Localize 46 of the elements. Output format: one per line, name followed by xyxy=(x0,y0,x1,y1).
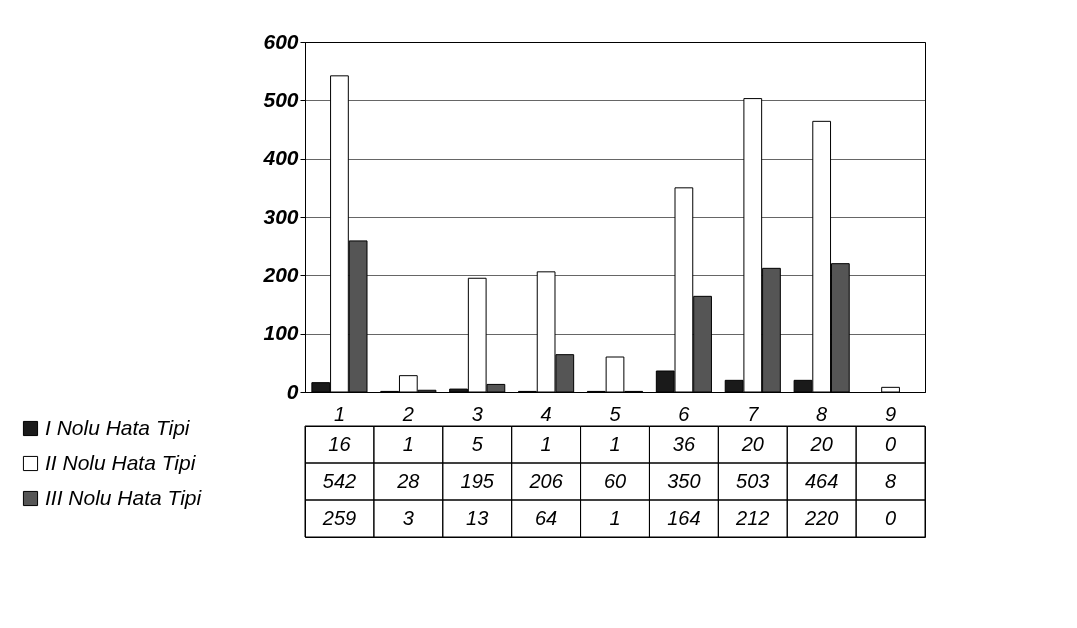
data-label: 259 xyxy=(321,506,357,529)
data-label: 36 xyxy=(672,432,696,455)
data-label: 28 xyxy=(396,469,420,492)
x-tick-label: 4 xyxy=(540,402,552,425)
data-label: 16 xyxy=(328,432,352,455)
y-tick-label: 100 xyxy=(263,321,299,345)
data-label: 60 xyxy=(603,469,627,492)
data-label: 0 xyxy=(884,506,897,529)
y-tick-label: 400 xyxy=(262,146,299,170)
legend-label: I Nolu Hata Tipi xyxy=(45,415,191,439)
data-label: 464 xyxy=(804,469,839,492)
data-label: 64 xyxy=(534,506,558,529)
x-tick-label: 7 xyxy=(747,402,760,425)
data-label: 1 xyxy=(540,432,552,455)
data-label: 1 xyxy=(402,432,414,455)
x-tick-label: 6 xyxy=(678,402,691,425)
x-tick-label: 9 xyxy=(884,402,897,425)
data-label: 350 xyxy=(667,469,701,492)
y-tick-label: 500 xyxy=(263,87,299,111)
legend-label: II Nolu Hata Tipi xyxy=(45,450,197,474)
y-tick-label: 0 xyxy=(286,379,299,403)
data-label: 212 xyxy=(735,506,770,529)
x-tick-label: 5 xyxy=(609,402,622,425)
data-label: 206 xyxy=(528,469,564,492)
data-label: 8 xyxy=(884,469,897,492)
data-label: 3 xyxy=(402,506,414,529)
y-tick-label: 200 xyxy=(262,262,299,286)
y-tick-label: 300 xyxy=(263,204,299,228)
x-tick-label: 2 xyxy=(401,402,414,425)
data-label: 0 xyxy=(884,432,897,455)
data-label: 1 xyxy=(609,506,621,529)
data-label: 13 xyxy=(466,506,489,529)
data-label: 20 xyxy=(740,432,764,455)
x-tick-label: 1 xyxy=(333,402,346,425)
data-label: 195 xyxy=(460,469,495,492)
y-tick-label: 600 xyxy=(263,29,299,53)
legend-label: III Nolu Hata Tipi xyxy=(45,485,203,509)
data-label: 542 xyxy=(322,469,357,492)
data-label: 164 xyxy=(667,506,701,529)
x-tick-label: 8 xyxy=(816,402,828,425)
x-tick-label: 3 xyxy=(471,402,483,425)
data-label: 5 xyxy=(471,432,484,455)
data-label: 1 xyxy=(609,432,621,455)
data-label: 503 xyxy=(736,469,770,492)
data-label: 20 xyxy=(809,432,833,455)
data-label: 220 xyxy=(803,506,839,529)
